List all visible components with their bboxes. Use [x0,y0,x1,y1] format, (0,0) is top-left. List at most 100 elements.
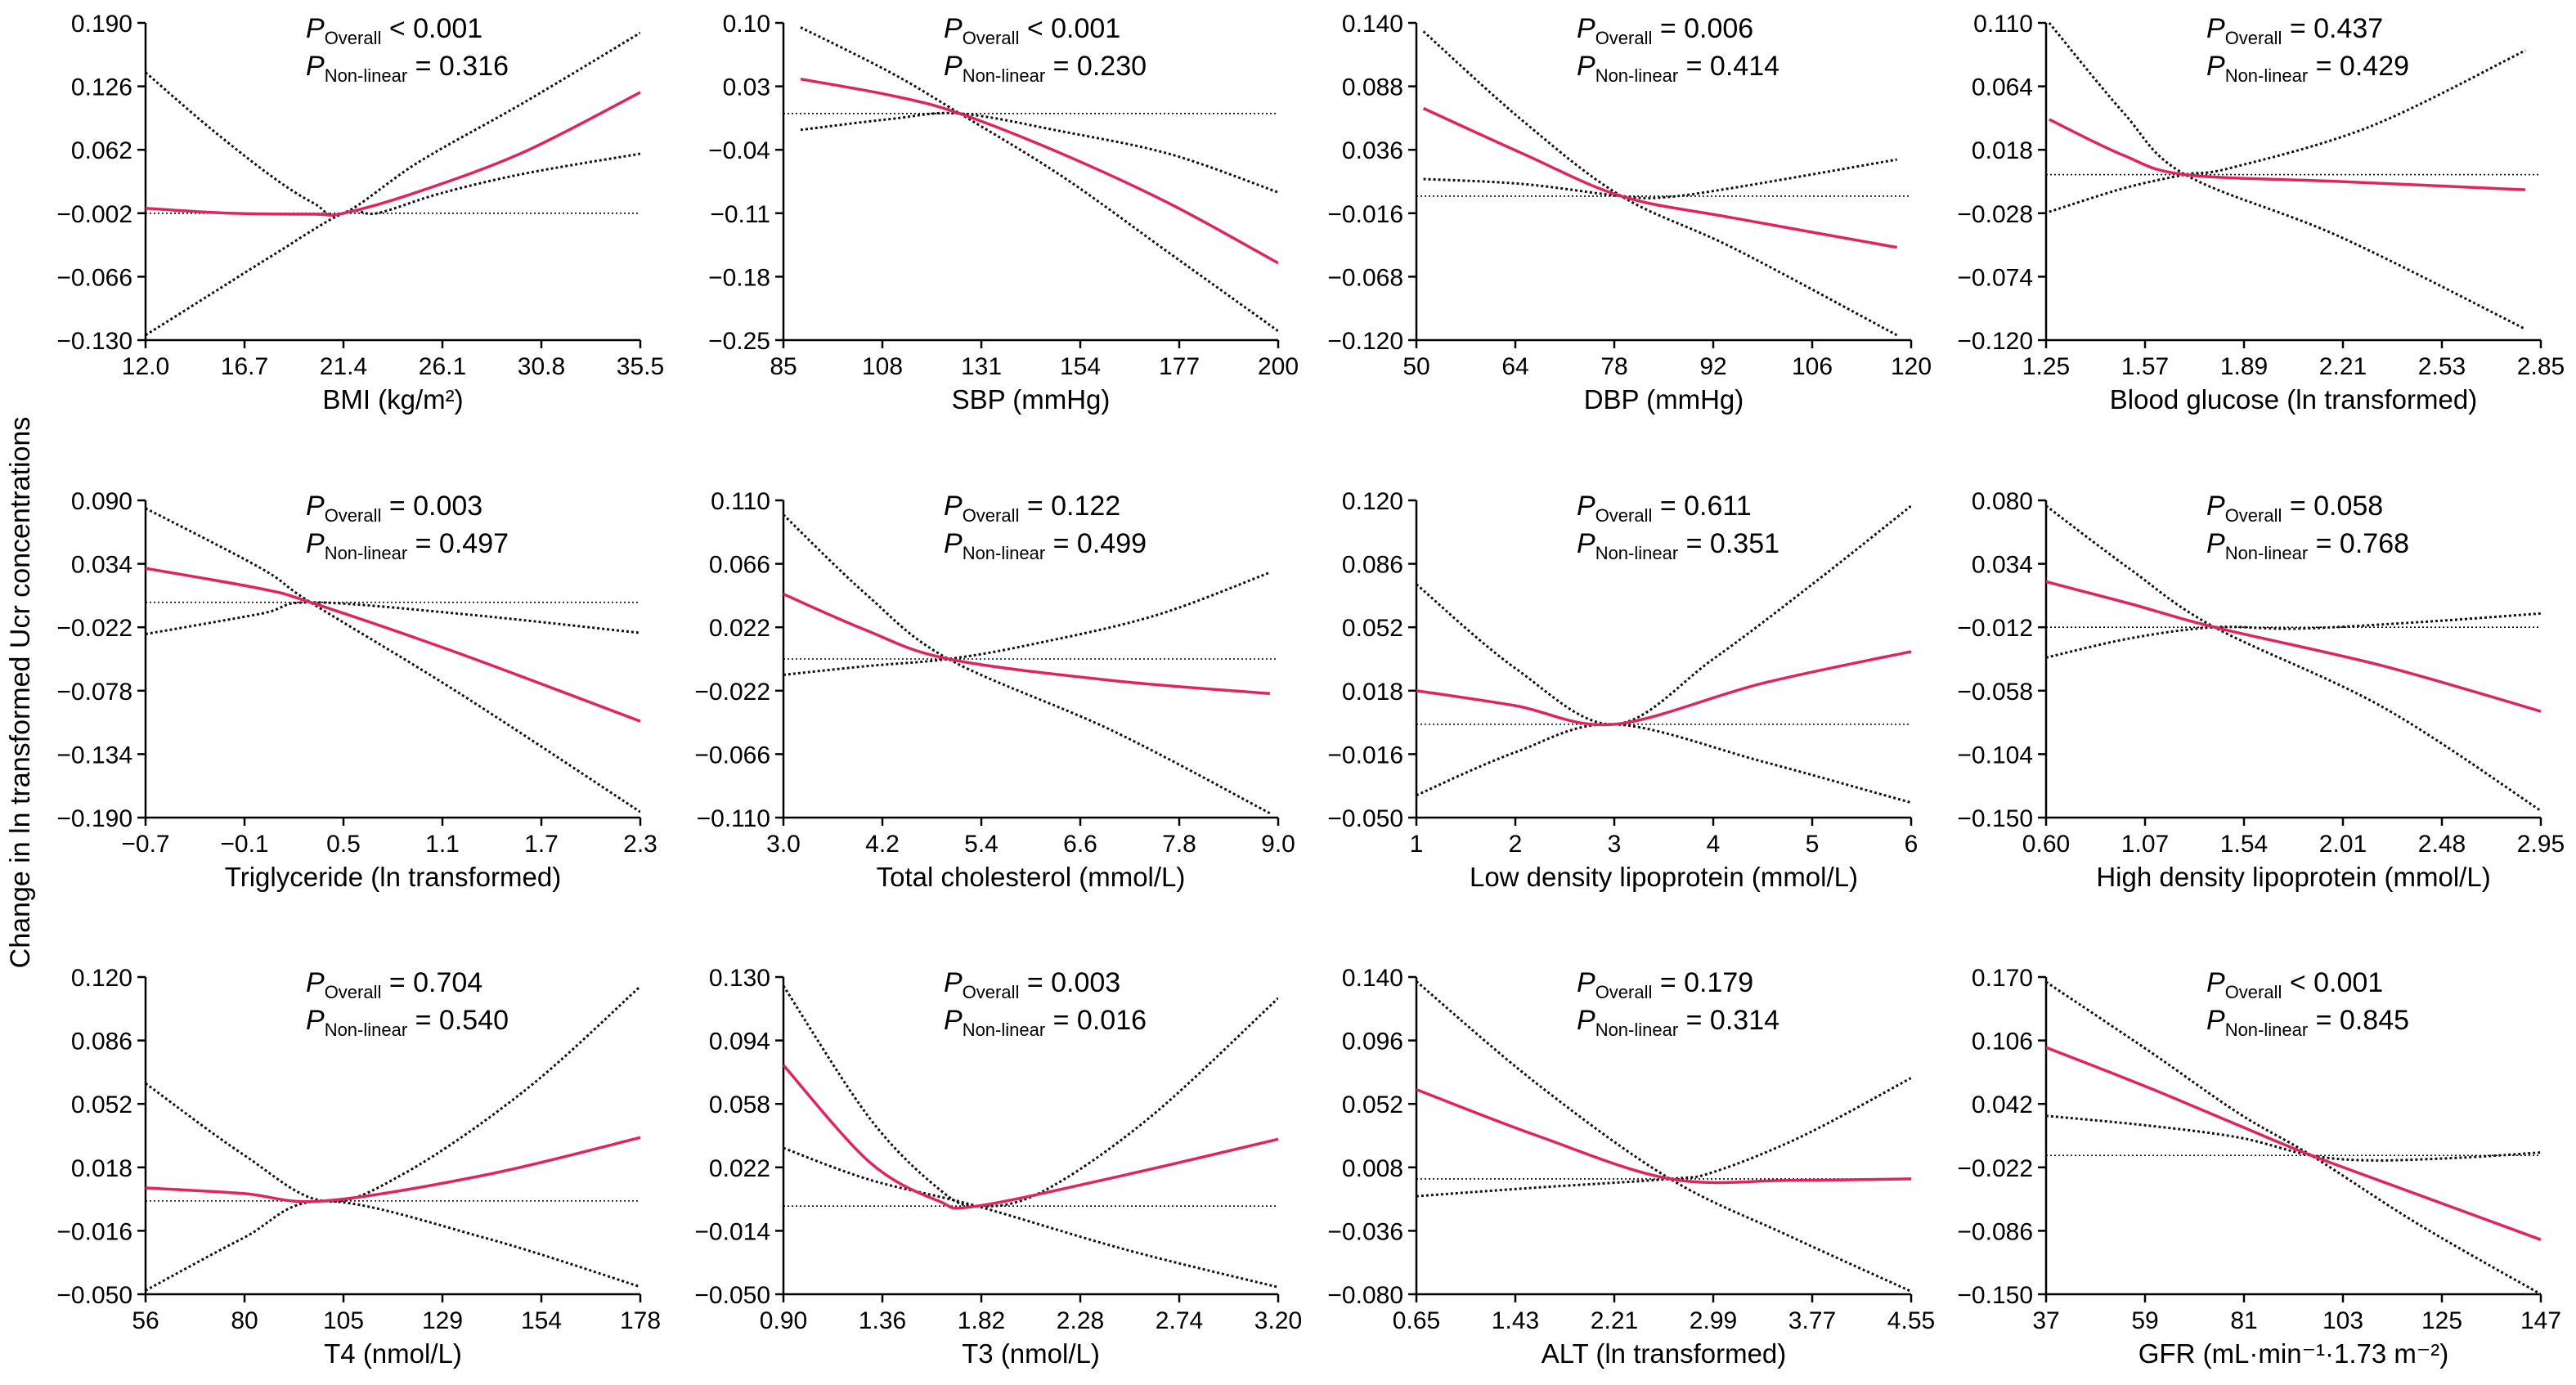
ci-upper-line [1423,158,1897,199]
y-tick-label: −0.086 [1957,1218,2033,1245]
x-tick-label: 81 [2230,1307,2257,1334]
ci-lower-line [800,26,1278,333]
p-overall-annotation: POverall = 0.006 [1577,13,1753,48]
x-tick-label: 2.74 [1156,1307,1203,1334]
y-tick-label: 0.096 [1342,1029,1403,1056]
y-tick-label: 0.120 [1342,488,1403,515]
p-nonlinear-annotation: PNon-linear = 0.351 [1577,528,1779,563]
x-tick-label: 1.36 [859,1307,906,1334]
x-tick-label: 59 [2131,1307,2158,1334]
p-nonlinear-annotation: PNon-linear = 0.429 [2206,51,2409,86]
y-tick-label: −0.012 [1957,615,2033,642]
p-overall-annotation: POverall = 0.179 [1577,967,1753,1002]
x-tick-label: 131 [961,353,1002,380]
y-tick-label: 0.022 [709,615,770,642]
y-tick-label: 0.080 [1972,488,2033,515]
x-tick-label: 154 [521,1307,562,1334]
ci-lower-line [2046,980,2541,1296]
x-tick-label: 21.4 [320,353,367,380]
y-tick-label: 0.130 [709,965,770,992]
x-tick-label: 1.82 [958,1307,1005,1334]
x-tick-label: 1 [1410,831,1424,858]
y-tick-label: −0.190 [56,805,132,832]
x-tick-label: 4.2 [865,831,900,858]
x-tick-label: 103 [2322,1307,2363,1334]
p-overall-annotation: POverall = 0.058 [2206,491,2383,526]
p-overall-annotation: POverall < 0.001 [944,13,1120,48]
x-tick-label: 6.6 [1063,831,1097,858]
y-tick-label: −0.002 [56,201,132,228]
estimate-line [146,567,640,723]
y-tick-label: −0.150 [1957,805,2033,832]
p-overall-annotation: POverall = 0.704 [306,967,482,1002]
x-tick-label: 120 [1891,353,1932,380]
x-axis-label: Low density lipoprotein (mmol/L) [1470,862,1858,892]
y-tick-label: −0.050 [56,1282,132,1309]
x-tick-label: 2.95 [2517,831,2565,858]
y-tick-label: −0.058 [1957,679,2033,706]
ci-upper-line [2046,1114,2541,1162]
x-tick-label: 92 [1699,353,1726,380]
y-tick-label: −0.066 [694,742,770,769]
p-nonlinear-annotation: PNon-linear = 0.316 [306,51,509,86]
y-tick-label: 0.052 [1342,615,1403,642]
p-nonlinear-annotation: PNon-linear = 0.230 [944,51,1147,86]
y-tick-label: 0.170 [1972,965,2033,992]
y-tick-label: 0.034 [1972,552,2033,579]
ci-upper-line [2049,49,2526,213]
ci-lower-line [2048,22,2526,330]
x-tick-label: 64 [1501,353,1528,380]
x-tick-label: −0.1 [220,831,268,858]
x-tick-label: 105 [323,1307,364,1334]
y-tick-label: 0.140 [1342,965,1403,992]
x-tick-label: 2.21 [1591,1307,1638,1334]
p-overall-annotation: POverall = 0.003 [306,491,482,526]
y-tick-label: 0.110 [1973,11,2033,38]
y-tick-label: 0.090 [71,488,132,515]
y-tick-label: 0.088 [1342,74,1403,101]
p-overall-annotation: POverall = 0.437 [2206,13,2383,48]
y-tick-label: −0.11 [710,201,770,228]
y-tick-label: 0.052 [71,1091,132,1118]
y-tick-label: 0.03 [723,74,770,101]
x-tick-label: 200 [1258,353,1299,380]
y-tick-label: −0.022 [694,679,770,706]
x-tick-label: 154 [1060,353,1101,380]
x-tick-label: 1.1 [425,831,460,858]
ci-lower-line [2046,504,2541,812]
y-tick-label: 0.086 [1342,552,1403,579]
x-tick-label: 2.28 [1057,1307,1104,1334]
x-tick-label: 129 [422,1307,463,1334]
p-nonlinear-annotation: PNon-linear = 0.768 [2206,528,2409,563]
ci-upper-line [800,111,1278,194]
x-tick-label: 26.1 [419,353,466,380]
y-tick-label: −0.022 [56,615,132,642]
x-tick-label: 0.60 [2022,831,2070,858]
x-tick-label: 7.8 [1162,831,1196,858]
ci-upper-line [1416,1077,1911,1198]
x-tick-label: 1.25 [2022,353,2070,380]
x-axis-label: T4 (nmol/L) [324,1338,462,1369]
y-tick-label: −0.016 [56,1218,132,1245]
y-tick-label: −0.110 [697,805,770,832]
p-nonlinear-annotation: PNon-linear = 0.845 [2206,1005,2409,1040]
x-tick-label: 147 [2520,1307,2561,1334]
x-axis-label: SBP (mmHg) [952,384,1111,415]
x-tick-label: 4 [1707,831,1721,858]
y-tick-label: −0.120 [1327,328,1403,355]
y-tick-label: −0.066 [56,264,132,291]
estimate-line [1416,650,1911,727]
x-tick-label: 80 [231,1307,258,1334]
x-tick-label: 5.4 [964,831,999,858]
p-nonlinear-annotation: PNon-linear = 0.414 [1577,51,1779,86]
panel-7: 0.120 0.086 0.052 0.018 −0.016 −0.050 1 2 3 4 5 6 Lo… [1327,488,1918,892]
y-tick-label: −0.050 [694,1282,770,1309]
x-tick-label: 2.48 [2418,831,2466,858]
